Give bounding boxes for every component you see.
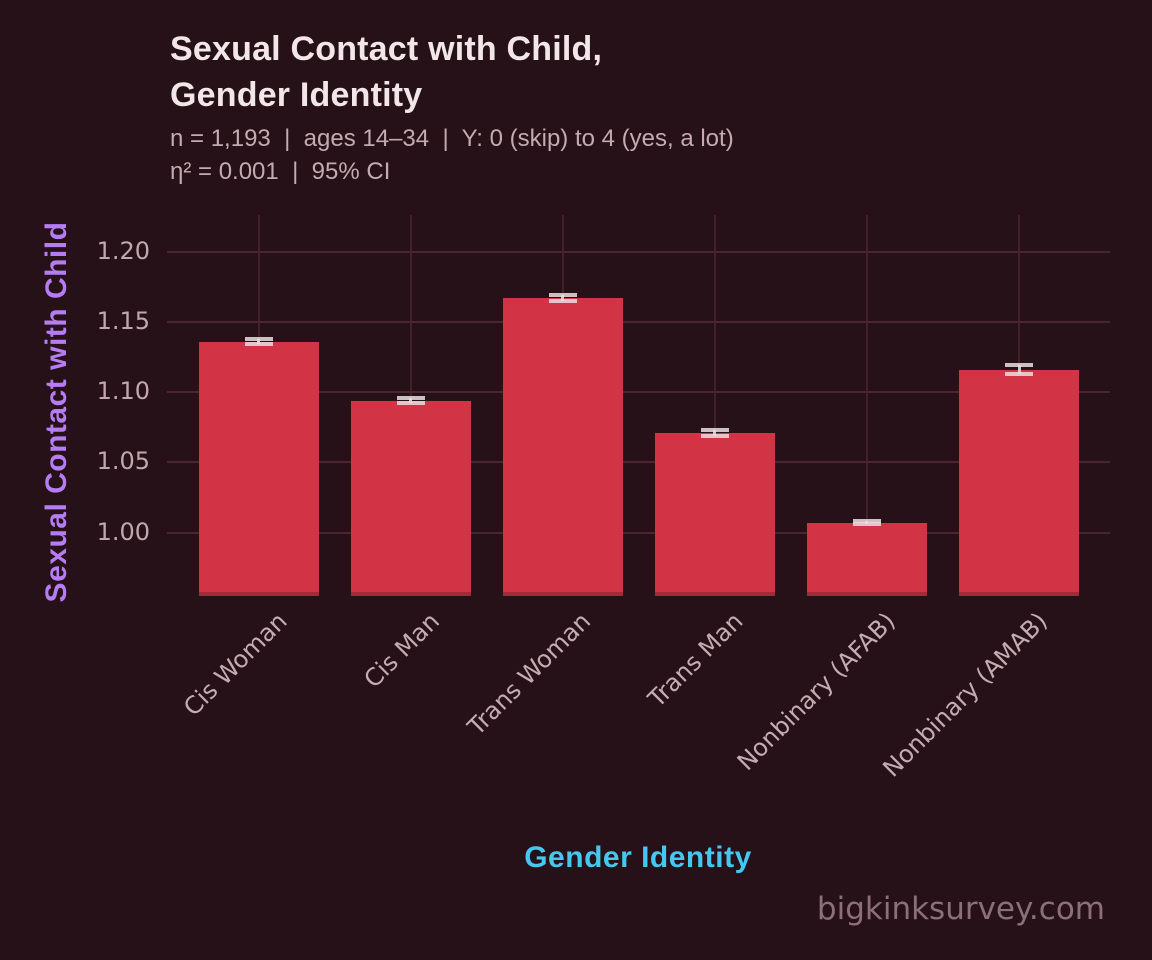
chart-subtitle-line1: n = 1,193 | ages 14–34 | Y: 0 (skip) to … xyxy=(170,125,734,152)
error-bar-cap-bottom xyxy=(548,298,577,303)
bar xyxy=(350,400,471,596)
bar xyxy=(502,297,623,596)
bar xyxy=(806,522,927,596)
chart-subtitle: n = 1,193 | ages 14–34 | Y: 0 (skip) to … xyxy=(170,122,734,188)
error-bar-whisker xyxy=(1017,365,1021,374)
error-bar-cap-bottom xyxy=(396,401,425,406)
x-tick-label: Cis Woman xyxy=(178,607,293,722)
gridline-horizontal xyxy=(167,531,1110,534)
error-bar-cap-bottom xyxy=(700,433,729,438)
error-bar-cap-top xyxy=(396,395,425,400)
chart-title-line2: Gender Identity xyxy=(170,76,423,114)
gridline-horizontal xyxy=(167,461,1110,464)
x-tick-label: Trans Man xyxy=(642,607,749,713)
gridline-vertical xyxy=(865,215,868,596)
x-tick-label: Nonbinary (AMAB) xyxy=(877,607,1053,783)
error-bar-cap-top xyxy=(548,293,577,298)
y-tick-label: 1.05 xyxy=(96,447,150,476)
gridline-vertical xyxy=(713,215,716,596)
chart-title: Sexual Contact with Child, Gender Identi… xyxy=(170,26,602,118)
error-bar-cap-top xyxy=(244,336,273,341)
error-bar-cap-bottom xyxy=(852,522,881,527)
chart-title-line1: Sexual Contact with Child, xyxy=(170,30,603,68)
gridline-horizontal xyxy=(167,391,1110,394)
y-tick-label: 1.15 xyxy=(96,306,150,335)
error-bar-whisker xyxy=(713,430,717,436)
error-bar-cap-top xyxy=(1005,363,1033,368)
watermark: bigkinksurvey.com xyxy=(816,891,1105,927)
gridline-horizontal xyxy=(167,250,1110,253)
x-axis-title: Gender Identity xyxy=(524,841,752,874)
plot-area xyxy=(167,215,1110,596)
bar xyxy=(198,341,319,596)
x-tick-label: Cis Man xyxy=(358,607,445,694)
error-bar-whisker xyxy=(561,295,565,301)
error-bar-cap-bottom xyxy=(1005,371,1033,376)
y-tick-label: 1.00 xyxy=(96,517,150,546)
error-bar-cap-top xyxy=(852,519,881,524)
x-tick-label: Trans Woman xyxy=(462,607,597,741)
y-tick-label: 1.20 xyxy=(96,236,150,265)
gridline-horizontal xyxy=(167,320,1110,323)
x-tick-label: Nonbinary (AFAB) xyxy=(731,607,901,776)
chart-subtitle-line2: η² = 0.001 | 95% CI xyxy=(170,158,391,185)
error-bar-whisker xyxy=(257,338,261,345)
y-axis-title: Sexual Contact with Child xyxy=(40,221,73,603)
bar xyxy=(959,369,1079,596)
error-bar-cap-bottom xyxy=(244,342,273,347)
y-tick-label: 1.10 xyxy=(96,377,150,406)
bar xyxy=(654,432,775,596)
error-bar-whisker xyxy=(409,397,413,404)
error-bar-cap-top xyxy=(700,428,729,433)
